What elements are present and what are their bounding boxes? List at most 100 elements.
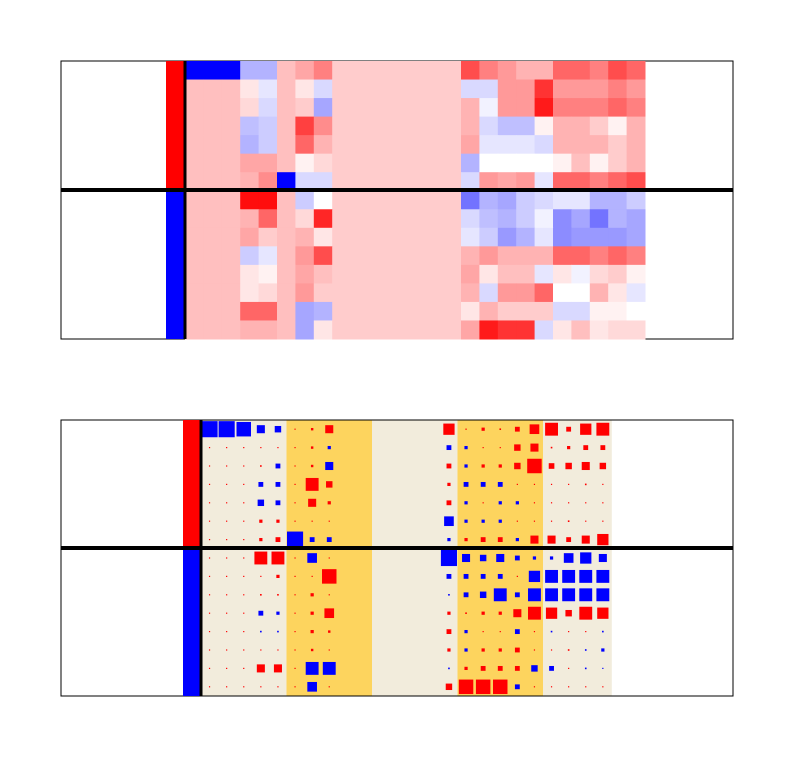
heatmap-cell <box>350 227 370 247</box>
heatmap-cell <box>608 153 628 173</box>
square-marker <box>499 631 501 633</box>
square-marker <box>567 445 571 450</box>
heatmap-cell <box>240 98 260 118</box>
heatmap-cell <box>479 135 499 155</box>
heatmap-cell <box>479 283 499 303</box>
column-band <box>406 420 424 696</box>
column-band <box>423 420 441 696</box>
square-marker <box>294 612 296 614</box>
square-marker <box>294 428 296 430</box>
heatmap-cell <box>295 116 315 136</box>
heatmap-cell <box>497 61 517 81</box>
square-marker <box>545 422 558 436</box>
heatmap-cell <box>553 301 572 321</box>
heatmap-cell <box>369 227 388 247</box>
heatmap-cell <box>405 79 425 99</box>
square-marker <box>259 519 263 523</box>
square-marker <box>529 424 540 435</box>
square-marker <box>516 483 518 485</box>
heatmap-cell <box>258 116 278 136</box>
square-marker <box>260 686 262 688</box>
heatmap-cell <box>442 301 462 321</box>
square-marker <box>514 592 520 598</box>
heatmap-cell <box>461 209 480 229</box>
square-marker <box>294 465 296 467</box>
heatmap-cell <box>626 301 646 321</box>
heatmap-cell <box>277 246 296 266</box>
square-marker <box>527 458 542 474</box>
heatmap-cell <box>258 320 278 340</box>
heatmap-cell <box>516 79 536 99</box>
heatmap-cell <box>185 246 204 266</box>
heatmap-cell <box>332 79 352 99</box>
heatmap-cell <box>258 227 278 247</box>
heatmap-cell <box>295 320 315 340</box>
heatmap-cell <box>553 246 572 266</box>
heatmap-cell <box>516 320 536 340</box>
square-marker <box>294 502 296 504</box>
heatmap-cell <box>369 61 388 81</box>
square-marker <box>513 609 522 618</box>
heatmap-cell <box>240 116 260 136</box>
heatmap-cell <box>203 172 223 192</box>
square-marker <box>243 502 245 504</box>
square-marker <box>275 481 281 487</box>
heatmap-cell <box>534 135 554 155</box>
row-group-bar-red <box>166 61 184 190</box>
heatmap-cell <box>369 116 388 136</box>
square-marker <box>208 539 211 541</box>
heatmap-cell <box>350 172 370 192</box>
square-marker <box>226 557 228 559</box>
square-marker <box>447 611 451 615</box>
square-marker <box>481 464 485 468</box>
square-marker <box>597 533 609 546</box>
square-marker <box>254 551 268 565</box>
heatmap-cell <box>442 172 462 192</box>
heatmap-cell <box>350 190 370 210</box>
heatmap-cell <box>387 246 407 266</box>
square-marker <box>276 519 280 523</box>
heatmap-cell <box>497 190 517 210</box>
heatmap-cell <box>571 153 591 173</box>
heatmap-cell <box>332 209 352 229</box>
heatmap-cell <box>608 320 628 340</box>
heatmap-cell <box>405 264 425 284</box>
heatmap-cell <box>350 301 370 321</box>
square-marker <box>493 679 508 695</box>
square-marker <box>226 575 228 577</box>
square-marker <box>458 679 474 695</box>
heatmap-cell <box>185 98 204 118</box>
heatmap-cell <box>405 61 425 81</box>
heatmap-cell <box>258 246 278 266</box>
heatmap-cell <box>571 283 591 303</box>
heatmap-cell <box>240 320 260 340</box>
square-marker <box>498 501 502 505</box>
heatmap-cell <box>221 190 241 210</box>
square-marker <box>260 593 262 596</box>
heatmap-cell <box>313 172 333 192</box>
heatmap-cell <box>221 264 241 284</box>
square-marker <box>580 552 592 564</box>
square-marker <box>597 607 609 619</box>
heatmap-cell <box>626 283 646 303</box>
heatmap-cell <box>277 283 296 303</box>
heatmap-cell <box>571 264 591 284</box>
heatmap-cell <box>516 264 536 284</box>
heatmap-cell <box>369 209 388 229</box>
heatmap-cell <box>424 227 444 247</box>
square-marker <box>568 686 570 688</box>
heatmap-cell <box>626 61 646 81</box>
heatmap-cell <box>497 283 517 303</box>
square-marker <box>226 539 228 541</box>
heatmap-cell <box>258 98 278 118</box>
square-marker <box>581 535 590 544</box>
square-marker <box>327 445 331 450</box>
heatmap-cell <box>608 61 628 81</box>
square-marker <box>275 537 281 543</box>
heatmap-cell <box>221 209 241 229</box>
heatmap-cell <box>313 190 333 210</box>
square-marker <box>514 647 520 653</box>
heatmap-cell <box>203 227 223 247</box>
square-marker <box>446 500 452 506</box>
square-marker <box>515 537 519 542</box>
